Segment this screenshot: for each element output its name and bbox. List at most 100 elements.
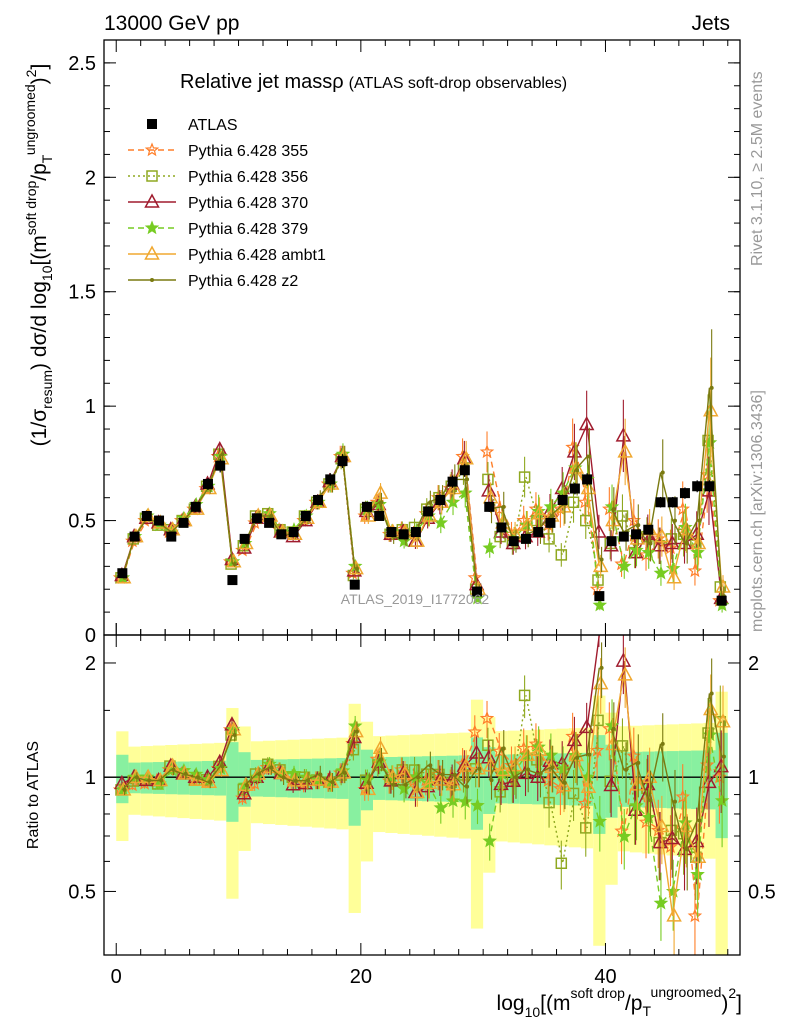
ratio-point (501, 746, 506, 751)
band-inner (226, 742, 239, 822)
point (202, 478, 213, 489)
point (679, 488, 690, 499)
point (348, 560, 364, 575)
point (372, 484, 389, 499)
ratio-point (578, 718, 595, 734)
ratio-y-tick-label-right: 1 (748, 767, 759, 789)
point (190, 501, 201, 512)
point (129, 531, 140, 542)
ratio-point (122, 787, 127, 792)
ratio-point (452, 772, 457, 777)
ratio-point (543, 747, 559, 762)
header-right: Jets (691, 12, 730, 35)
legend-entry-pythia-6-428-379: Pythia 6.428 379 (128, 220, 308, 238)
ratio-point (685, 847, 690, 852)
ratio-point (617, 666, 633, 681)
ratio-point (556, 777, 572, 792)
ratio-point (433, 771, 450, 786)
point (226, 553, 242, 568)
ratio-point (624, 767, 629, 772)
ratio-point (721, 754, 726, 759)
ratio-point (140, 768, 156, 783)
ratio-point (493, 775, 509, 791)
ratio-point (615, 652, 632, 667)
ratio-point (385, 768, 401, 783)
legend-marker (144, 220, 160, 235)
ratio-point (555, 761, 571, 776)
ratio-point (208, 780, 213, 785)
point (465, 477, 470, 482)
point (582, 474, 593, 485)
ratio-point (653, 895, 669, 910)
point (374, 511, 385, 521)
ratio-point (409, 783, 425, 799)
point (605, 512, 621, 527)
point (557, 494, 568, 505)
ratio-point (336, 764, 352, 779)
ratio-point (311, 771, 328, 786)
ratio-line (366, 757, 478, 788)
ratio-point (115, 781, 132, 796)
point (569, 483, 580, 494)
point (648, 541, 653, 546)
y-tick-label: 0.5 (68, 511, 96, 533)
ratio-point (709, 691, 714, 696)
ratio-line (121, 734, 234, 791)
ratio-point (281, 775, 286, 780)
ratio-point (617, 828, 632, 843)
point (481, 482, 497, 497)
point (643, 524, 654, 535)
point (325, 474, 336, 485)
ratio-point (470, 760, 487, 775)
y-tick-label: 1.5 (68, 282, 96, 304)
legend-label: Pythia 6.428 355 (188, 143, 308, 160)
ratio-point (446, 776, 462, 791)
point (398, 529, 409, 540)
point (641, 544, 656, 559)
ratio-point (421, 768, 433, 780)
ratio-point (543, 796, 555, 809)
point (697, 518, 702, 523)
point (484, 501, 495, 512)
ratio-point (232, 733, 237, 738)
chart-title: Relative jet massρ (ATLAS soft-drop obser… (180, 71, 567, 93)
point (660, 470, 665, 475)
ratio-point (660, 741, 665, 746)
point (239, 533, 250, 544)
point (685, 541, 690, 546)
ratio-series-pythia-6-428-ambt1 (115, 647, 731, 955)
ratio-point (544, 758, 560, 774)
point (361, 501, 372, 512)
point (264, 517, 275, 528)
series-line (366, 478, 478, 590)
ratio-point (518, 689, 531, 702)
ratio-point (648, 798, 653, 803)
ratio-point (663, 839, 678, 854)
point (479, 444, 495, 459)
ratio-point (604, 775, 616, 788)
ratio-point (690, 866, 705, 881)
ratio-point (562, 780, 567, 785)
ratio-point (445, 793, 461, 808)
ratio-point (318, 772, 323, 777)
ratio-point (482, 739, 494, 751)
ratio-point (348, 723, 364, 738)
ratio-point (416, 775, 421, 780)
point (611, 507, 616, 512)
ratio-point (690, 848, 707, 863)
point (232, 562, 237, 567)
point (531, 505, 548, 520)
point (567, 496, 580, 509)
point (545, 517, 556, 528)
legend-marker (150, 278, 154, 282)
ratio-point (477, 766, 482, 771)
point (141, 511, 152, 521)
ratio-line (488, 634, 600, 786)
legend-entry-pythia-6-428-356: Pythia 6.428 356 (128, 169, 308, 186)
rivet-label: Rivet 3.1.10, ≥ 2.5M events (749, 71, 766, 266)
point (423, 506, 434, 517)
ratio-point (494, 786, 506, 798)
ratio-point (666, 907, 682, 922)
ratio-point (269, 765, 274, 770)
